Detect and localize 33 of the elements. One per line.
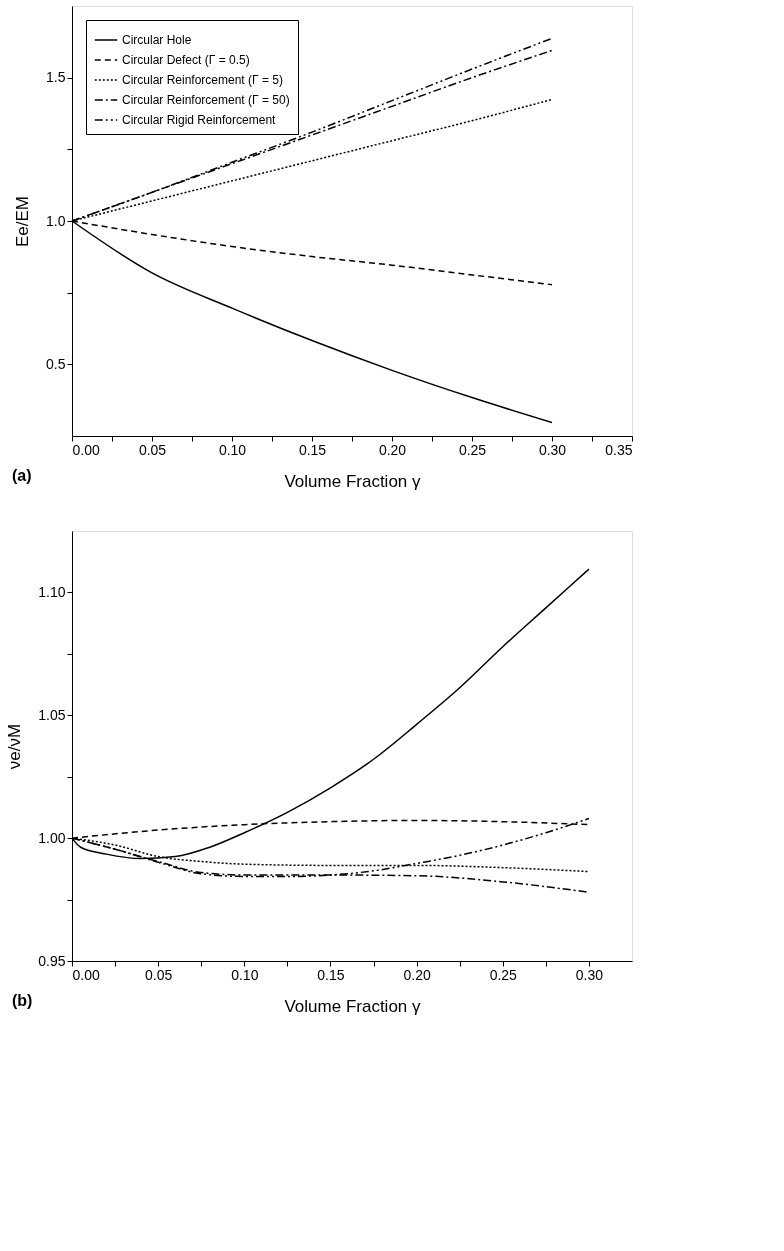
text: (a) <box>12 467 32 484</box>
x-tick-label: 0.00 <box>72 966 100 983</box>
x-tick-label: 0.30 <box>575 966 604 983</box>
y-tick-label: 1.00 <box>38 829 66 846</box>
x-tick-label: 0.20 <box>403 966 431 983</box>
text: (b) <box>12 992 33 1009</box>
x-tick-label: 0.00 <box>72 441 100 458</box>
y-tick-label: 1.5 <box>46 69 66 86</box>
x-tick-label: 0.05 <box>138 441 167 458</box>
x-tick-label: 0.30 <box>538 441 567 458</box>
y-tick-label: 0.5 <box>46 355 66 372</box>
x-tick-label: 0.25 <box>458 441 487 458</box>
y-tick-label: 1.10 <box>38 583 66 600</box>
y-tick-label: 1.05 <box>38 706 66 723</box>
x-axis-title: Volume Fraction γ <box>284 471 422 491</box>
x-axis-title: Volume Fraction γ <box>284 996 422 1016</box>
legend-label: Circular Defect (Γ = 0.5) <box>122 53 250 67</box>
y-tick-label: 0.95 <box>38 952 66 969</box>
legend-label: Circular Rigid Reinforcement <box>122 113 277 127</box>
x-tick-label: 0.35 <box>605 441 633 458</box>
legend-label: Circular Reinforcement (Γ = 50) <box>122 93 290 107</box>
legend-label: Circular Hole <box>122 33 192 47</box>
y-axis-title: Ee/EM <box>13 195 33 248</box>
y-axis-title: νe/νM <box>5 723 25 770</box>
x-tick-label: 0.15 <box>298 441 327 458</box>
x-tick-label: 0.10 <box>218 441 247 458</box>
y-tick-label: 1.0 <box>46 212 66 229</box>
x-tick-label: 0.25 <box>489 966 518 983</box>
legend-label: Circular Reinforcement (Γ = 5) <box>122 73 283 87</box>
x-tick-label: 0.15 <box>317 966 345 983</box>
x-tick-label: 0.20 <box>378 441 407 458</box>
x-tick-label: 0.10 <box>231 966 259 983</box>
x-tick-label: 0.05 <box>145 966 173 983</box>
